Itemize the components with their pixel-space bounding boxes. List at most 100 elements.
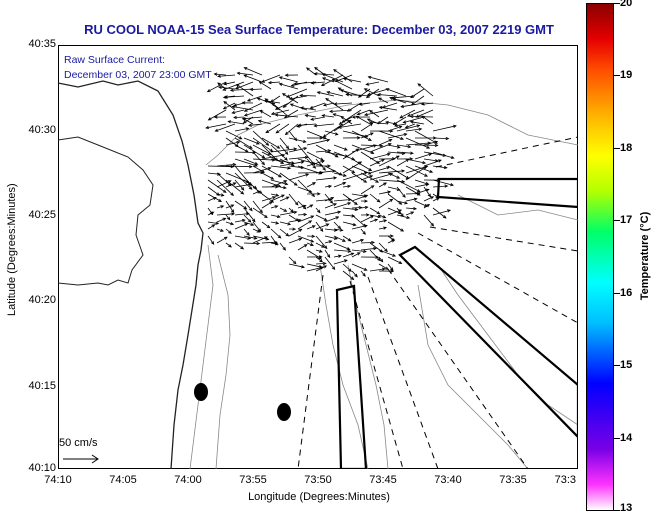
current-vector-head [389,96,394,100]
current-vector-head [347,184,352,188]
y-tick-label: 40:20 [28,294,56,306]
current-vector-head [272,196,277,200]
current-vector-head [364,194,369,198]
x-tick-label: 73:3 [554,474,576,486]
current-vector-head [248,186,253,190]
current-vector [306,160,325,167]
current-vector-head [376,93,381,97]
current-vector [356,115,371,125]
current-vector [279,161,304,167]
current-vector-head [274,242,279,246]
x-axis-title: Longitude (Degrees:Minutes) [248,491,390,503]
current-vector-head [265,129,270,134]
current-vector-head [310,81,315,85]
current-vector [252,235,269,240]
current-vector-head [242,117,247,122]
current-vector-head [367,75,372,80]
current-vector [324,211,341,216]
current-vector-head [378,105,383,110]
coastline [58,80,204,469]
current-vector-head [205,125,210,130]
current-vector-head [252,150,257,155]
current-vector [432,209,451,216]
current-vector-head [270,176,275,180]
current-vector [315,214,327,221]
current-vector [288,263,305,268]
current-vector [306,266,324,272]
current-vector-head [232,182,237,186]
current-vector-head [422,160,427,165]
current-vector [243,137,260,145]
current-vector [300,95,317,97]
current-vector-head [248,165,253,169]
current-vector-head [332,113,337,117]
current-vector [378,182,387,188]
current-vector [270,214,280,218]
current-vector-head [351,157,356,161]
current-vector [351,225,368,230]
current-vector-head [232,162,237,167]
current-vector [369,159,385,167]
buoy-marker [194,383,208,401]
current-vector-head [330,197,335,201]
current-vector [342,235,352,242]
current-vector-head [230,192,234,197]
current-vector-head [275,185,279,189]
current-vector-head [231,212,236,216]
current-vector [387,209,402,216]
current-vector-head [356,252,361,256]
current-vector [297,144,315,165]
current-vector-head [212,197,217,201]
current-vector [387,144,400,148]
current-vector-head [346,247,351,251]
current-vector-head [377,97,382,101]
current-vector [243,207,256,222]
current-vector [421,115,434,125]
current-vector [252,130,269,146]
current-vector [432,197,440,202]
current-vector-head [321,73,326,77]
current-vector [378,219,387,223]
current-vector-head [245,212,250,216]
current-vector [286,88,308,98]
current-vector [261,154,285,160]
current-vector [306,225,316,230]
current-vector-head [299,106,304,110]
current-vector [288,137,306,143]
current-vector-head [382,215,387,219]
current-vector-head [278,174,282,178]
current-vector [360,206,368,209]
current-vector-head [339,228,344,232]
current-vector-head [217,172,222,176]
current-vector-head [287,222,292,226]
current-vector [324,256,336,270]
current-vector [205,123,227,129]
current-vector [252,236,268,244]
current-vector [423,204,430,209]
current-vector [306,263,322,268]
current-vector-head [366,92,371,96]
current-vector [369,173,393,181]
current-vector-head [261,154,266,159]
scale-label: 50 cm/s [59,437,98,449]
current-vector [333,242,350,250]
current-vector-head [270,111,275,116]
current-vector [396,207,404,217]
current-vector-head [334,132,339,136]
current-vector [342,207,358,211]
current-vector-head [328,198,333,202]
current-vector [432,193,439,198]
current-vector [216,213,235,216]
current-vector [306,242,314,246]
current-vector [360,144,383,147]
current-vector-head [338,121,343,125]
current-vector-head [416,189,421,193]
current-vector-head [314,66,318,71]
current-vector-head [323,217,328,221]
current-vector-head [343,147,348,151]
current-vector-head [434,143,439,148]
current-vector [432,165,447,169]
current-vector-head [373,144,377,148]
current-vector [216,172,232,186]
current-vector [315,263,326,265]
